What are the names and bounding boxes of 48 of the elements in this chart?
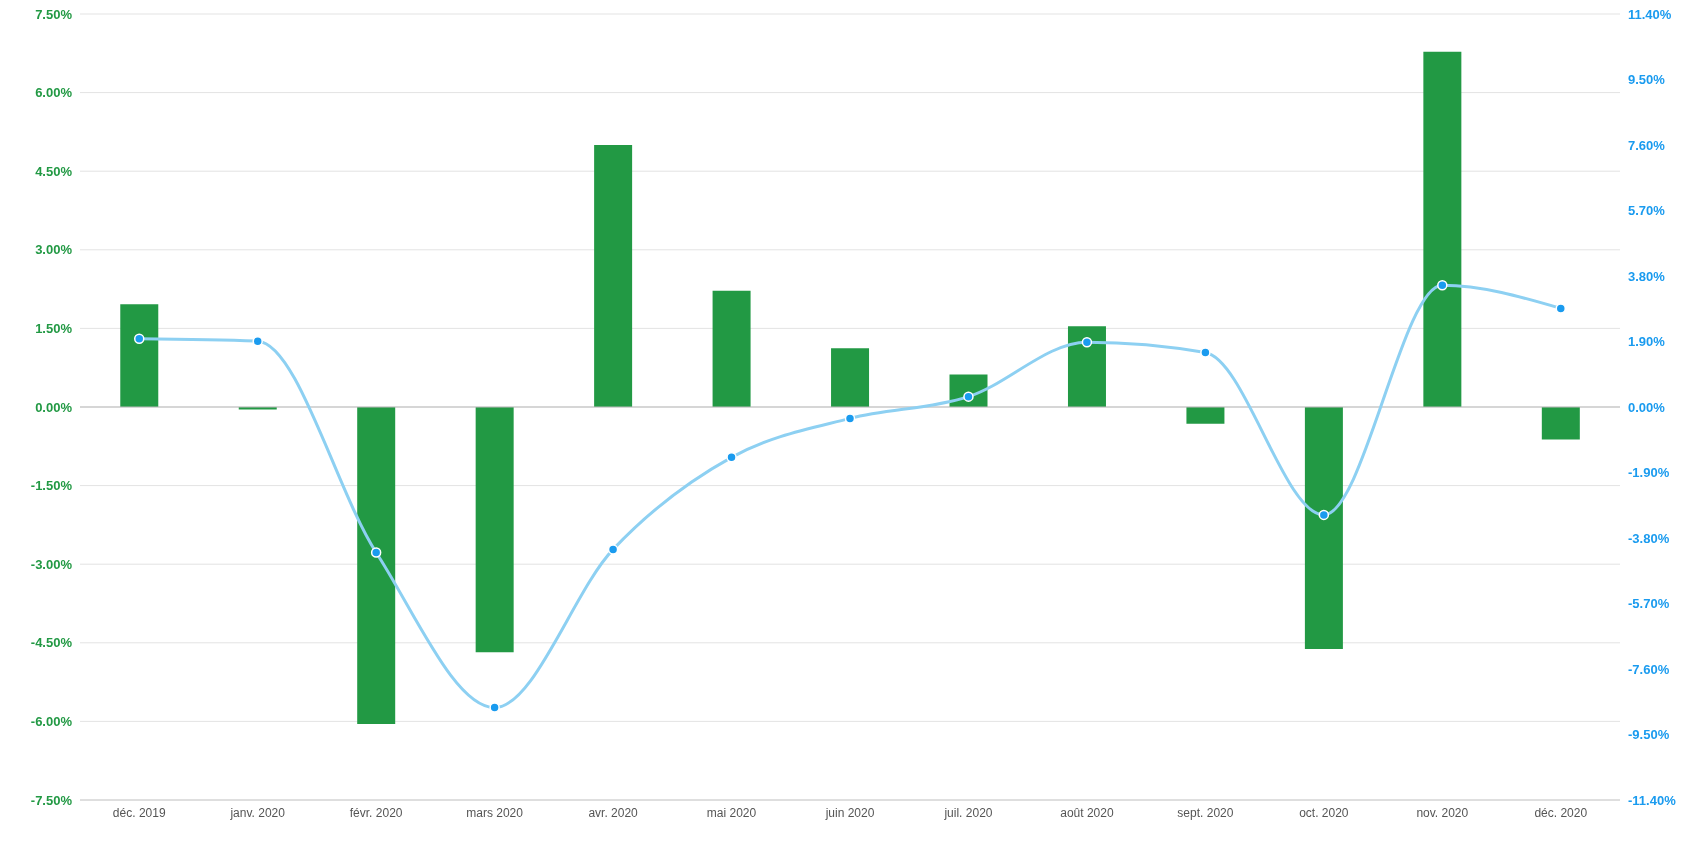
y2-tick-label: -11.40% (1628, 792, 1677, 808)
y2-tick-label: 3.80% (1628, 268, 1666, 284)
x-tick-label: déc. 2019 (112, 805, 166, 820)
y2-tick-label: -5.70% (1628, 596, 1670, 612)
x-tick-label: août 2020 (1060, 805, 1114, 820)
y2-tick-label: -1.90% (1628, 465, 1670, 481)
y2-tick-label: 11.40% (1628, 6, 1672, 22)
x-tick-label: oct. 2020 (1299, 805, 1349, 820)
y2-tick-label: 7.60% (1628, 137, 1666, 153)
x-tick-label: sept. 2020 (1177, 805, 1234, 820)
y2-tick-label: -3.80% (1628, 530, 1670, 546)
bar (475, 407, 514, 653)
x-tick-label: mars 2020 (466, 805, 524, 820)
y-tick-label: -7.50% (30, 792, 73, 808)
bar (594, 145, 633, 407)
bar (831, 348, 870, 407)
x-tick-label: avr. 2020 (588, 805, 639, 820)
bar (1304, 407, 1343, 650)
bar (1423, 51, 1462, 407)
y-tick-label: 3.00% (35, 242, 73, 258)
y-tick-label: 1.50% (35, 321, 73, 337)
y-tick-label: -4.50% (30, 635, 73, 651)
y-tick-label: 7.50% (35, 6, 73, 22)
y2-tick-label: 0.00% (1628, 399, 1666, 415)
y-tick-label: -3.00% (30, 556, 73, 572)
bar (120, 304, 159, 407)
y2-tick-label: -9.50% (1628, 727, 1670, 743)
y-tick-label: 4.50% (35, 163, 73, 179)
y2-tick-label: 9.50% (1628, 72, 1666, 88)
x-tick-label: juil. 2020 (943, 805, 993, 820)
x-tick-label: juin 2020 (824, 805, 875, 820)
x-tick-label: nov. 2020 (1416, 805, 1469, 820)
x-tick-label: déc. 2020 (1534, 805, 1588, 820)
x-tick-label: févr. 2020 (349, 805, 403, 820)
y2-tick-label: 5.70% (1628, 203, 1666, 219)
x-tick-label: mai 2020 (706, 805, 757, 820)
y2-tick-label: -7.60% (1628, 661, 1670, 677)
x-tick-label: janv. 2020 (229, 805, 286, 820)
bar (1067, 326, 1106, 407)
y-tick-label: 0.00% (35, 399, 73, 415)
bar (1186, 407, 1225, 424)
y-tick-label: -6.00% (30, 714, 73, 730)
y-tick-label: 6.00% (35, 85, 73, 101)
bar (357, 407, 396, 725)
y-tick-label: -1.50% (30, 478, 73, 494)
bar (1541, 407, 1580, 440)
y2-tick-label: 1.90% (1628, 334, 1666, 350)
bar (712, 290, 751, 407)
